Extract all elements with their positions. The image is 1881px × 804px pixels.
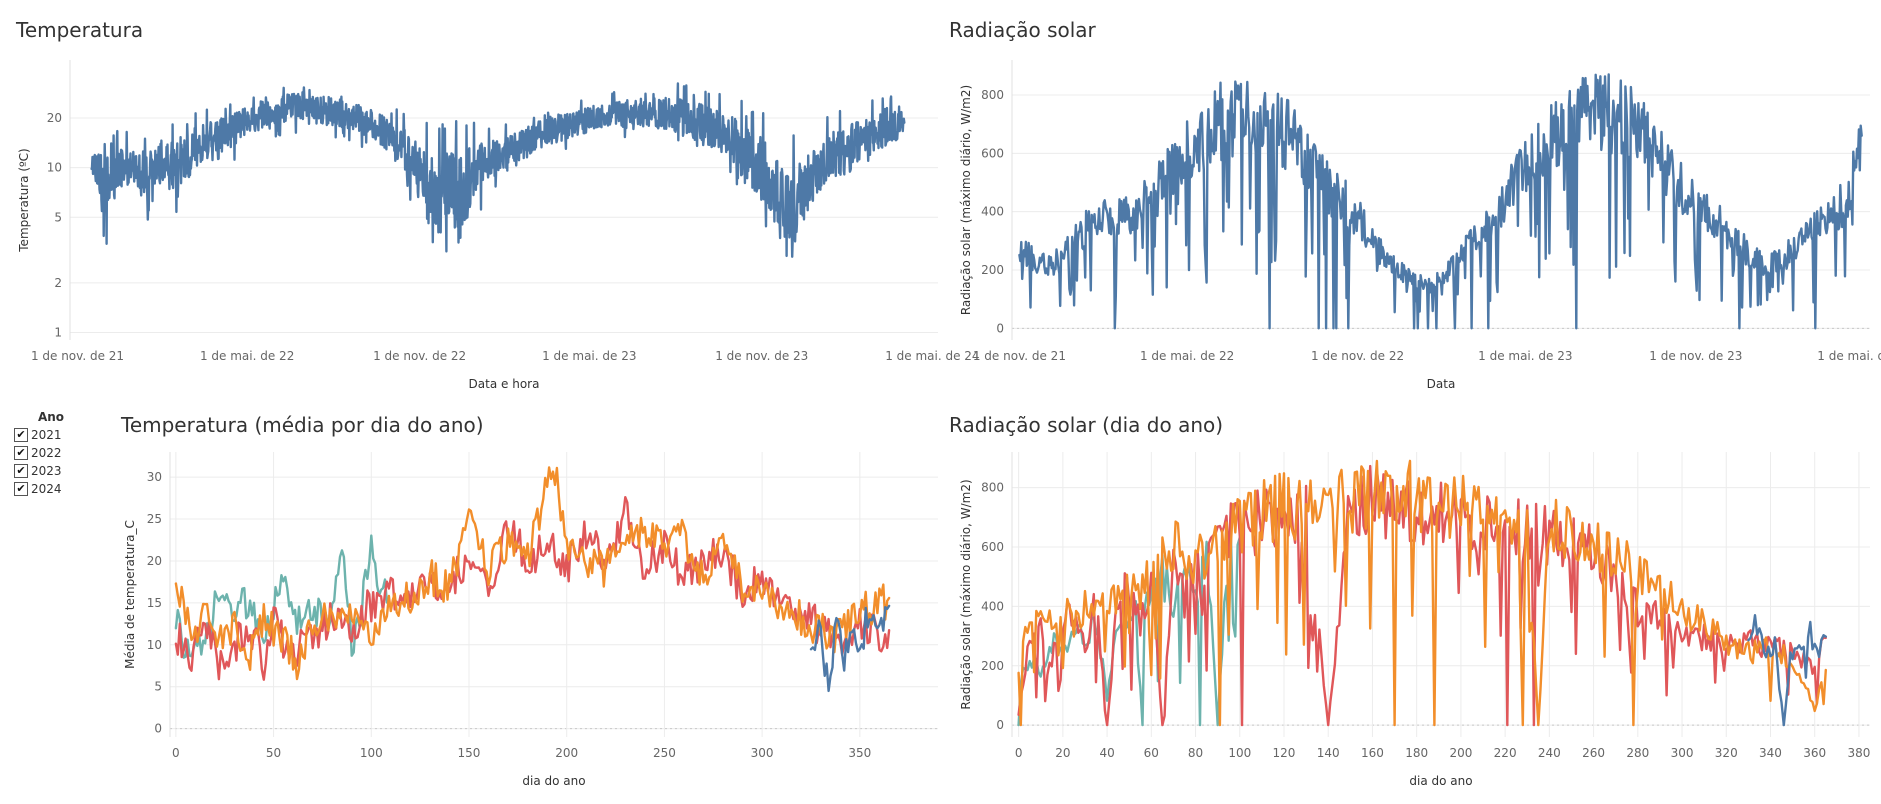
rad_doy-x-axis-title: dia do ano <box>1409 774 1472 788</box>
rad-y-axis-title: Radiação solar (máximo diário, W/m2) <box>959 85 973 315</box>
rad-x-tick-label: 1 de nov. de 22 <box>1311 349 1404 363</box>
legend-label: 2023 <box>31 464 62 478</box>
rad_doy-y-tick-label: 800 <box>981 481 1004 495</box>
temp-y-tick-label: 2 <box>54 276 62 290</box>
legend-item-2023[interactable]: ✔ 2023 <box>8 462 78 480</box>
temp-y-tick-label: 5 <box>54 210 62 224</box>
rad-y-tick-label: 600 <box>981 146 1004 160</box>
rad-y-tick-label: 200 <box>981 263 1004 277</box>
temp-y-axis-title: Temperatura (ºC) <box>17 148 31 252</box>
temp-x-tick-label: 1 de nov. de 23 <box>715 349 808 363</box>
rad_doy-x-tick-label: 320 <box>1715 746 1738 760</box>
temp_doy-y-tick-label: 5 <box>154 680 162 694</box>
temp-x-tick-label: 1 de mai. de 23 <box>542 349 636 363</box>
rad-x-axis-title: Data <box>1427 377 1456 391</box>
temperature-doy-title: Temperatura (média por dia do ano) <box>121 413 484 437</box>
rad-y-tick-label: 400 <box>981 205 1004 219</box>
rad_doy-x-tick-label: 280 <box>1626 746 1649 760</box>
rad_doy-x-tick-label: 360 <box>1803 746 1826 760</box>
temp-series-group <box>90 82 906 258</box>
legend-item-2022[interactable]: ✔ 2022 <box>8 444 78 462</box>
temp_doy-y-tick-label: 10 <box>147 638 162 652</box>
legend-label: 2021 <box>31 428 62 442</box>
temp_doy-y-tick-label: 25 <box>147 512 162 526</box>
rad-y-tick-label: 0 <box>996 321 1004 335</box>
rad-x-tick-label: 1 de nov. de 21 <box>973 349 1066 363</box>
rad_doy-x-tick-label: 100 <box>1228 746 1251 760</box>
rad_doy-x-tick-label: 140 <box>1317 746 1340 760</box>
temp_doy-y-tick-label: 30 <box>147 470 162 484</box>
rad_doy-x-tick-label: 120 <box>1273 746 1296 760</box>
temp_doy-series-line-2023 <box>174 466 891 681</box>
rad_doy-y-tick-label: 0 <box>996 718 1004 732</box>
temp-x-tick-label: 1 de mai. de 22 <box>200 349 294 363</box>
rad_doy-x-tick-label: 380 <box>1847 746 1870 760</box>
temp_doy-y-tick-label: 20 <box>147 554 162 568</box>
temp_doy-x-tick-label: 0 <box>172 746 180 760</box>
rad-x-tick-label: 1 de nov. de 23 <box>1649 349 1742 363</box>
temp-x-tick-label: 1 de nov. de 22 <box>373 349 466 363</box>
rad_doy-x-tick-label: 40 <box>1099 746 1114 760</box>
legend-title: Ano <box>37 410 65 424</box>
rad_doy-x-tick-label: 300 <box>1671 746 1694 760</box>
temp_doy-y-axis-title: Média de temperatura_C <box>123 520 137 669</box>
rad_doy-x-tick-label: 340 <box>1759 746 1782 760</box>
checkbox-icon[interactable]: ✔ <box>14 464 28 478</box>
legend-label: 2022 <box>31 446 62 460</box>
temp-series-line <box>90 82 906 258</box>
temp_doy-x-tick-label: 250 <box>653 746 676 760</box>
rad_doy-x-tick-label: 0 <box>1015 746 1023 760</box>
rad_doy-x-tick-label: 260 <box>1582 746 1605 760</box>
rad-series-group <box>1018 73 1863 330</box>
legend-item-2024[interactable]: ✔ 2024 <box>8 480 78 498</box>
rad_doy-x-tick-label: 200 <box>1449 746 1472 760</box>
temp_doy-x-tick-label: 300 <box>751 746 774 760</box>
rad_doy-x-tick-label: 80 <box>1188 746 1203 760</box>
temp_doy-y-tick-label: 0 <box>154 722 162 736</box>
rad-y-tick-label: 800 <box>981 88 1004 102</box>
temp_doy-x-tick-label: 50 <box>266 746 281 760</box>
rad_doy-series-group <box>1017 459 1827 727</box>
temp-y-tick-label: 10 <box>47 161 62 175</box>
temp-y-tick-label: 20 <box>47 111 62 125</box>
solar-radiation-doy-title: Radiação solar (dia do ano) <box>949 413 1224 437</box>
temp-x-axis-title: Data e hora <box>469 377 540 391</box>
rad_doy-series-line-2024 <box>1747 614 1827 727</box>
legend-label: 2024 <box>31 482 62 496</box>
temp_doy-x-tick-label: 100 <box>360 746 383 760</box>
rad_doy-y-tick-label: 400 <box>981 599 1004 613</box>
rad_doy-y-tick-label: 200 <box>981 659 1004 673</box>
temperature-title: Temperatura <box>16 18 144 42</box>
temp_doy-x-tick-label: 150 <box>458 746 481 760</box>
temp_doy-series-line-2024 <box>809 604 891 693</box>
solar-radiation-title: Radiação solar <box>949 18 1096 42</box>
temp_doy-x-axis-title: dia do ano <box>522 774 585 788</box>
rad_doy-x-tick-label: 160 <box>1361 746 1384 760</box>
rad_doy-y-tick-label: 600 <box>981 540 1004 554</box>
temp-x-tick-label: 1 de mai. de 24 <box>885 349 979 363</box>
rad-x-tick-label: 1 de mai. de 24 <box>1817 349 1881 363</box>
rad-x-tick-label: 1 de mai. de 22 <box>1140 349 1234 363</box>
rad-x-tick-label: 1 de mai. de 23 <box>1478 349 1572 363</box>
temp-x-tick-label: 1 de nov. de 21 <box>31 349 124 363</box>
checkbox-icon[interactable]: ✔ <box>14 446 28 460</box>
temp_doy-x-tick-label: 350 <box>848 746 871 760</box>
rad_doy-x-tick-label: 240 <box>1538 746 1561 760</box>
rad_doy-x-tick-label: 20 <box>1055 746 1070 760</box>
temp_doy-y-tick-label: 15 <box>147 596 162 610</box>
temp_doy-series-group <box>174 466 891 693</box>
rad_doy-x-tick-label: 180 <box>1405 746 1428 760</box>
rad_doy-series-line-2023 <box>1017 459 1827 727</box>
rad-series-line <box>1018 73 1863 330</box>
rad_doy-y-axis-title: Radiação solar (máximo diário, W/m2) <box>959 479 973 709</box>
temp_doy-x-tick-label: 200 <box>555 746 578 760</box>
year-filter-legend: Ano ✔ 2021 ✔ 2022 ✔ 2023 ✔ 2024 <box>8 410 78 498</box>
legend-item-2021[interactable]: ✔ 2021 <box>8 426 78 444</box>
rad_doy-x-tick-label: 220 <box>1494 746 1517 760</box>
rad_doy-x-tick-label: 60 <box>1144 746 1159 760</box>
checkbox-icon[interactable]: ✔ <box>14 428 28 442</box>
temp-y-tick-label: 1 <box>54 325 62 339</box>
checkbox-icon[interactable]: ✔ <box>14 482 28 496</box>
